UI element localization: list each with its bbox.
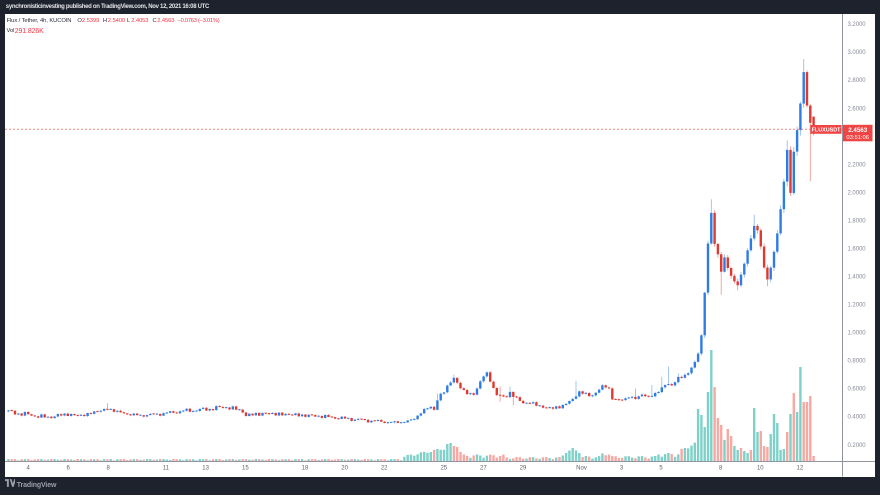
svg-text:6: 6	[67, 466, 71, 472]
svg-text:FLUXUSDT: FLUXUSDT	[812, 128, 841, 134]
svg-text:5: 5	[659, 466, 663, 472]
svg-text:8: 8	[107, 466, 111, 472]
svg-text:0.2000: 0.2000	[848, 443, 867, 449]
svg-text:0.6000: 0.6000	[848, 387, 867, 393]
svg-text:3.2000: 3.2000	[848, 22, 867, 28]
svg-text:0.4000: 0.4000	[848, 415, 867, 421]
svg-text:18: 18	[302, 466, 309, 472]
svg-text:10: 10	[757, 466, 764, 472]
svg-text:27: 27	[480, 466, 487, 472]
svg-text:3: 3	[620, 466, 624, 472]
svg-text:29: 29	[520, 466, 527, 472]
svg-text:12: 12	[797, 466, 804, 472]
svg-text:11: 11	[163, 466, 170, 472]
svg-text:13: 13	[202, 466, 209, 472]
svg-text:2.2000: 2.2000	[848, 162, 867, 168]
svg-text:22: 22	[381, 466, 388, 472]
svg-text:0.8000: 0.8000	[848, 359, 867, 365]
svg-text:Nov: Nov	[576, 466, 587, 472]
svg-text:1.0000: 1.0000	[848, 331, 867, 337]
svg-text:4: 4	[27, 466, 31, 472]
svg-text:1.8000: 1.8000	[848, 218, 867, 224]
svg-text:2.4563: 2.4563	[848, 127, 867, 134]
svg-text:8: 8	[719, 466, 723, 472]
svg-text:15: 15	[242, 466, 249, 472]
svg-text:1.2000: 1.2000	[848, 303, 867, 309]
svg-text:20: 20	[341, 466, 348, 472]
svg-text:1.6000: 1.6000	[848, 247, 867, 253]
svg-text:2.0000: 2.0000	[848, 190, 867, 196]
svg-text:3.0000: 3.0000	[848, 50, 867, 56]
svg-text:25: 25	[440, 466, 447, 472]
svg-text:1.4000: 1.4000	[848, 275, 867, 281]
svg-text:2.6000: 2.6000	[848, 106, 867, 112]
svg-text:03:51:06: 03:51:06	[846, 135, 869, 141]
svg-text:2.8000: 2.8000	[848, 78, 867, 84]
